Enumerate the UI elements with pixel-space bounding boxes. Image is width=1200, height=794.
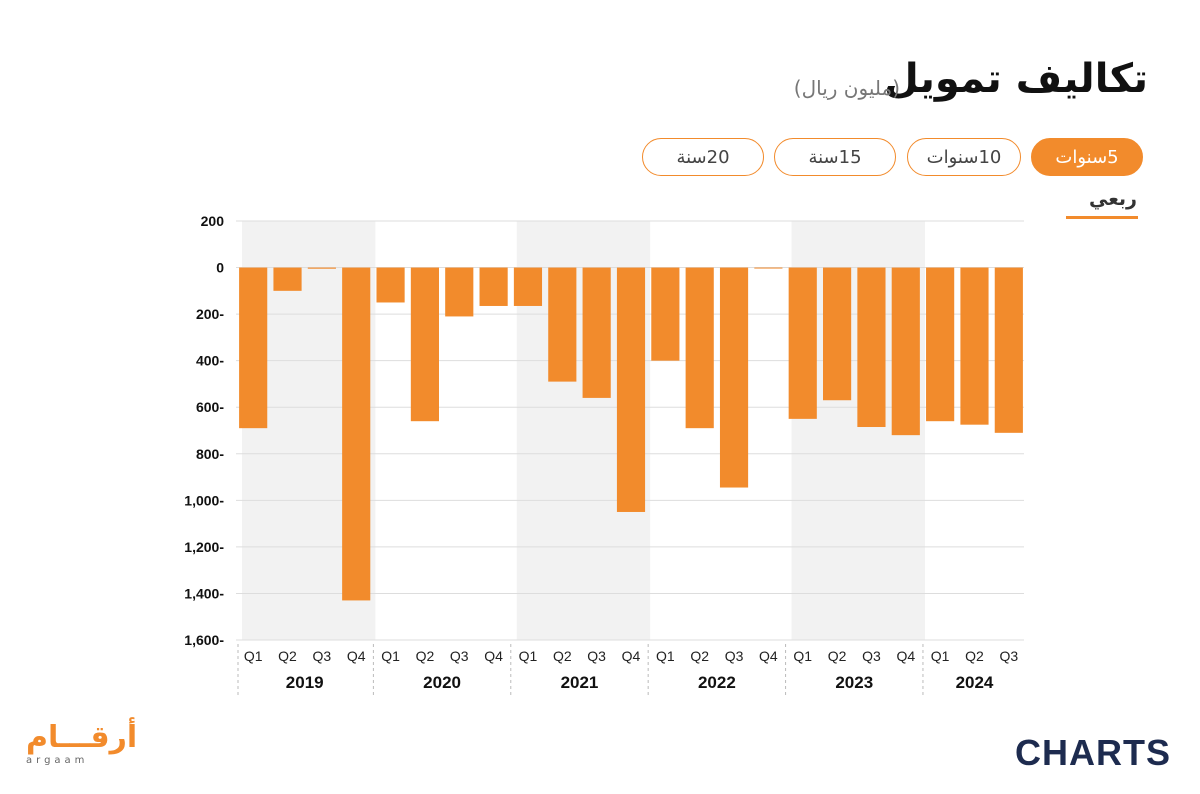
tab-10-years[interactable]: 10سنوات (907, 138, 1021, 176)
year-label: 2022 (698, 673, 736, 692)
bar (926, 267, 955, 422)
quarter-label: Q3 (725, 648, 744, 664)
quarter-label: Q3 (450, 648, 469, 664)
bar (891, 267, 920, 436)
quarter-label: Q3 (862, 648, 881, 664)
bar (513, 267, 543, 306)
bar (307, 267, 336, 269)
bar (548, 267, 577, 382)
charts-logo: CHARTS (1015, 732, 1171, 773)
bar (342, 267, 371, 601)
bar (445, 267, 474, 317)
bar (616, 267, 646, 512)
x-axis: Q1 Q2 Q3 Q4 Q1 Q2 Q3 Q4 Q1 Q2 Q3 Q4 Q1 Q2 Q3 Q4 Q1 Q2 Q3 Q4… (237, 644, 1018, 695)
quarter-label: Q1 (793, 648, 812, 664)
year-label: 2023 (835, 673, 873, 692)
bar (651, 267, 680, 361)
frequency-tab-quarterly[interactable]: ربعي (1088, 188, 1137, 210)
tab-20-years[interactable]: 20سنة (642, 138, 764, 176)
quarter-label: Q4 (759, 648, 778, 664)
unit-label: (مليون ريال) (793, 76, 900, 100)
bar (479, 267, 508, 306)
bar (857, 267, 886, 428)
year-label: 2021 (561, 673, 599, 692)
bar (960, 267, 989, 425)
y-tick-label: 1,200- (184, 539, 224, 555)
quarter-label: Q3 (313, 648, 332, 664)
bars (239, 267, 1023, 601)
quarter-label: Q3 (999, 648, 1018, 664)
bar (582, 267, 611, 398)
bar (273, 267, 302, 291)
quarter-label: Q2 (416, 648, 435, 664)
quarter-label: Q1 (244, 648, 263, 664)
frequency-underline (1066, 216, 1138, 219)
quarter-label: Q2 (828, 648, 847, 664)
tab-5-years[interactable]: 5سنوات (1031, 138, 1143, 176)
quarter-label: Q4 (484, 648, 503, 664)
quarter-label: Q2 (553, 648, 572, 664)
bar (788, 267, 817, 419)
y-tick-label: 1,000- (184, 492, 224, 508)
quarter-label: Q1 (656, 648, 675, 664)
y-axis: 200 0 200- 400- 600- 800- 1,000- 1,200- 1,400- 1,… (184, 213, 224, 648)
y-tick-label: 800- (196, 446, 224, 462)
tab-15-years[interactable]: 15سنة (774, 138, 896, 176)
quarter-label: Q2 (278, 648, 297, 664)
year-label: 2020 (423, 673, 461, 692)
bar (376, 267, 405, 303)
quarter-label: Q4 (622, 648, 641, 664)
period-tabs: 5سنوات 10سنوات 15سنة 20سنة (642, 138, 1143, 176)
bar (719, 267, 749, 488)
argaam-logo: أرقـــام argaam (26, 720, 138, 767)
bar (754, 267, 783, 269)
quarter-label: Q4 (347, 648, 366, 664)
y-tick-label: 200 (201, 213, 225, 229)
year-label: 2024 (956, 673, 994, 692)
chart-title: تكاليف تمويل (884, 56, 1148, 102)
y-tick-label: 1,600- (184, 632, 224, 648)
quarter-label: Q1 (931, 648, 950, 664)
bar (823, 267, 852, 401)
bar (410, 267, 439, 422)
y-tick-label: 0 (216, 260, 224, 276)
bar (239, 267, 268, 429)
y-tick-label: 200- (196, 306, 224, 322)
quarter-label: Q1 (381, 648, 400, 664)
bar (685, 267, 714, 429)
quarter-label: Q2 (965, 648, 984, 664)
quarter-label: Q1 (519, 648, 538, 664)
quarter-label: Q3 (587, 648, 606, 664)
y-tick-label: 600- (196, 399, 224, 415)
y-tick-label: 400- (196, 353, 224, 369)
quarter-label: Q2 (690, 648, 709, 664)
year-label: 2019 (286, 673, 324, 692)
y-tick-label: 1,400- (184, 585, 224, 601)
bar (994, 267, 1023, 433)
quarter-label: Q4 (896, 648, 915, 664)
